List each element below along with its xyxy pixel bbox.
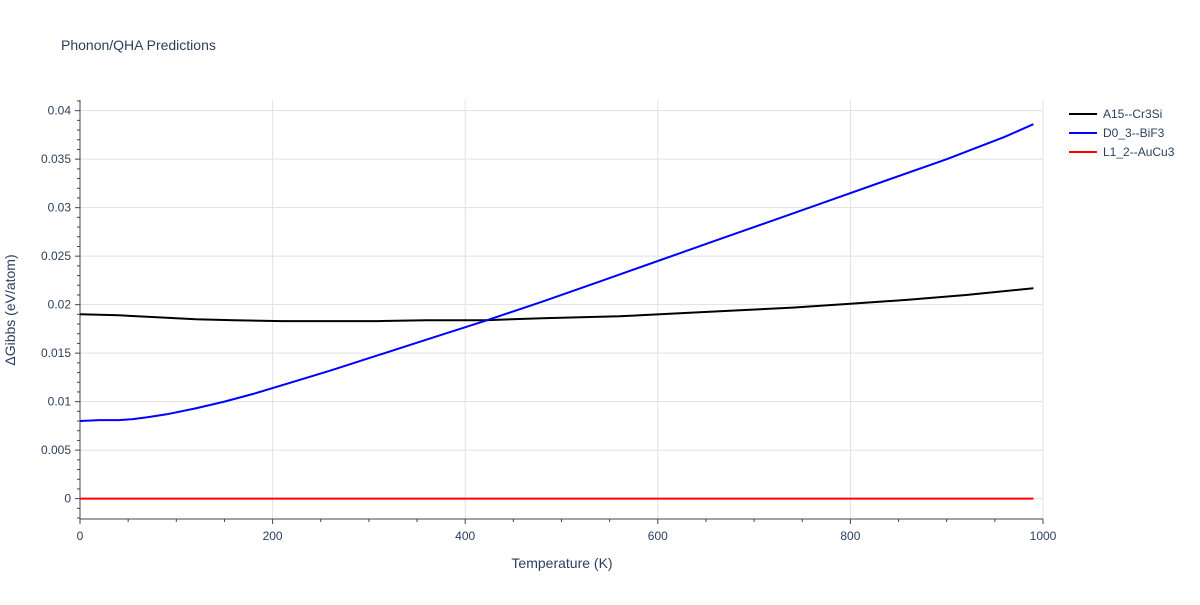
y-tick-label: 0.035 bbox=[41, 152, 71, 166]
x-tick-label: 200 bbox=[263, 529, 283, 543]
legend-label: A15--Cr3Si bbox=[1103, 107, 1162, 121]
y-tick-label: 0.04 bbox=[48, 104, 72, 118]
legend[interactable]: A15--Cr3Si D0_3--BiF3 L1_2--AuCu3 bbox=[1069, 107, 1175, 159]
x-tick-label: 600 bbox=[648, 529, 668, 543]
y-tick-label: 0.025 bbox=[41, 249, 71, 263]
y-tick-label: 0.015 bbox=[41, 346, 71, 360]
chart-title: Phonon/QHA Predictions bbox=[61, 37, 216, 53]
plot-area bbox=[79, 123, 1034, 500]
legend-item[interactable]: L1_2--AuCu3 bbox=[1069, 145, 1175, 159]
y-tick-label: 0.02 bbox=[48, 298, 72, 312]
y-tick-label: 0.005 bbox=[41, 443, 71, 457]
y-axis-title: ΔGibbs (eV/atom) bbox=[2, 254, 18, 365]
y-tick-label: 0.01 bbox=[48, 395, 72, 409]
y-tick-label: 0.03 bbox=[48, 201, 72, 215]
legend-label: D0_3--BiF3 bbox=[1103, 126, 1165, 140]
y-tick-label: 0 bbox=[64, 492, 71, 506]
x-tick-label: 1000 bbox=[1030, 529, 1057, 543]
series-line-2 bbox=[79, 123, 1034, 422]
x-tick-label: 0 bbox=[77, 529, 84, 543]
legend-item[interactable]: D0_3--BiF3 bbox=[1069, 126, 1165, 140]
x-tick-label: 400 bbox=[455, 529, 475, 543]
x-tick-label: 800 bbox=[840, 529, 860, 543]
legend-item[interactable]: A15--Cr3Si bbox=[1069, 107, 1162, 121]
legend-label: L1_2--AuCu3 bbox=[1103, 145, 1175, 159]
x-axis-title: Temperature (K) bbox=[511, 555, 612, 571]
axes: 0 200 400 600 800 1000 0 0.005 0.01 0.015 0.02 0.02… bbox=[41, 100, 1057, 543]
